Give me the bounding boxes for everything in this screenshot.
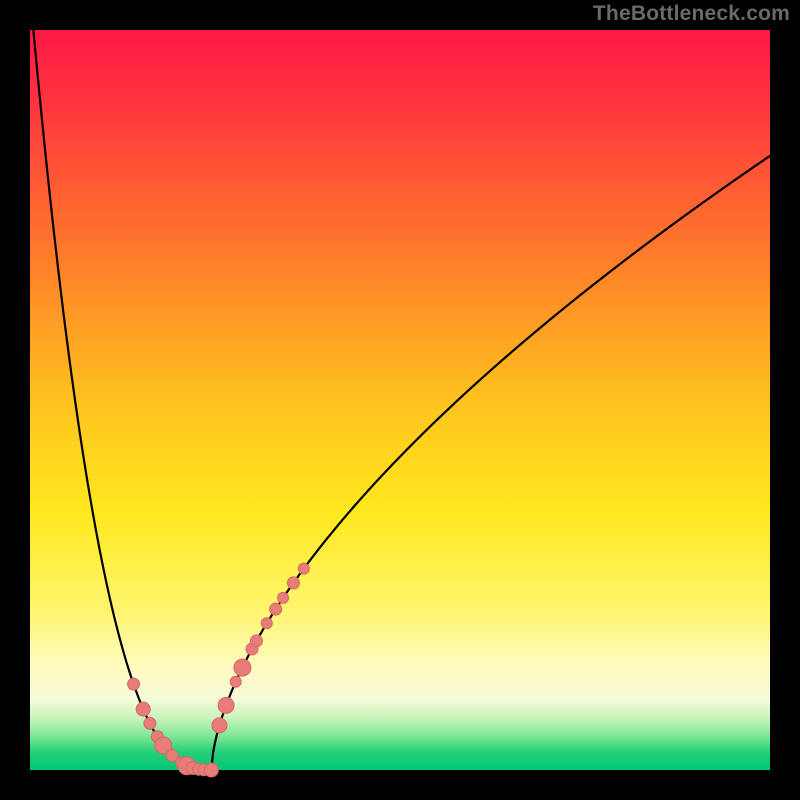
data-marker <box>234 659 251 676</box>
data-marker <box>136 702 150 716</box>
data-marker <box>204 763 218 777</box>
plot-background <box>30 30 770 770</box>
data-marker <box>287 577 299 589</box>
data-marker <box>250 635 262 647</box>
watermark-text: TheBottleneck.com <box>593 2 790 26</box>
data-marker <box>278 592 289 603</box>
data-marker <box>261 618 272 629</box>
data-marker <box>212 718 227 733</box>
data-marker <box>230 676 241 687</box>
data-marker <box>144 717 156 729</box>
chart-svg <box>0 0 800 800</box>
data-marker <box>218 697 234 713</box>
data-marker <box>270 603 282 615</box>
data-marker <box>128 678 140 690</box>
chart-stage: TheBottleneck.com <box>0 0 800 800</box>
data-marker <box>298 563 309 574</box>
